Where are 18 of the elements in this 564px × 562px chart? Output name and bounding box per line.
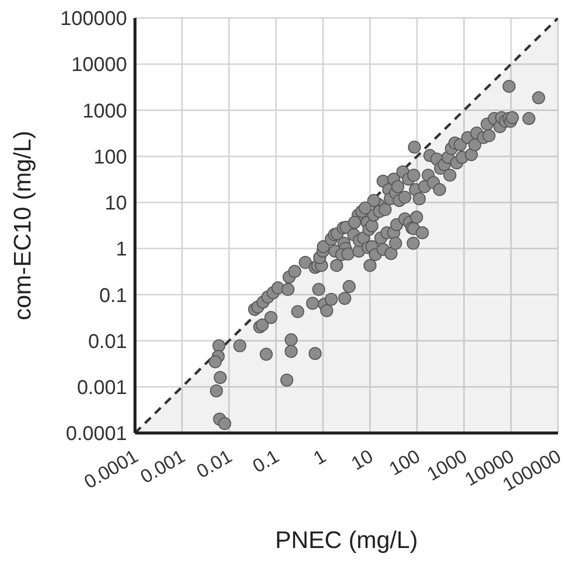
y-tick-label: 100 — [94, 146, 127, 168]
y-tick-label: 0.01 — [88, 330, 127, 353]
x-tick-label: 0.01 — [193, 446, 236, 483]
y-tick-label: 10000 — [71, 54, 127, 76]
x-tick-label: 10 — [348, 446, 377, 475]
y-axis-title: com-EC10 (mg/L) — [10, 130, 37, 320]
x-tick-label: 0.1 — [250, 446, 283, 478]
y-tick-label: 100000 — [60, 8, 127, 30]
y-tick-label: 0.001 — [76, 376, 127, 399]
y-tick-label: 0.0001 — [66, 423, 127, 446]
y-tick-label: 0.1 — [99, 284, 127, 307]
x-tick-label: 0.001 — [137, 446, 189, 488]
x-axis-title: PNEC (mg/L) — [275, 527, 418, 554]
y-tick-label: 1000 — [82, 100, 127, 122]
y-tick-label: 1 — [116, 238, 127, 261]
y-tick-label: 10 — [104, 192, 127, 215]
x-tick-label: 100 — [386, 446, 424, 480]
x-tick-label: 1 — [310, 446, 330, 470]
